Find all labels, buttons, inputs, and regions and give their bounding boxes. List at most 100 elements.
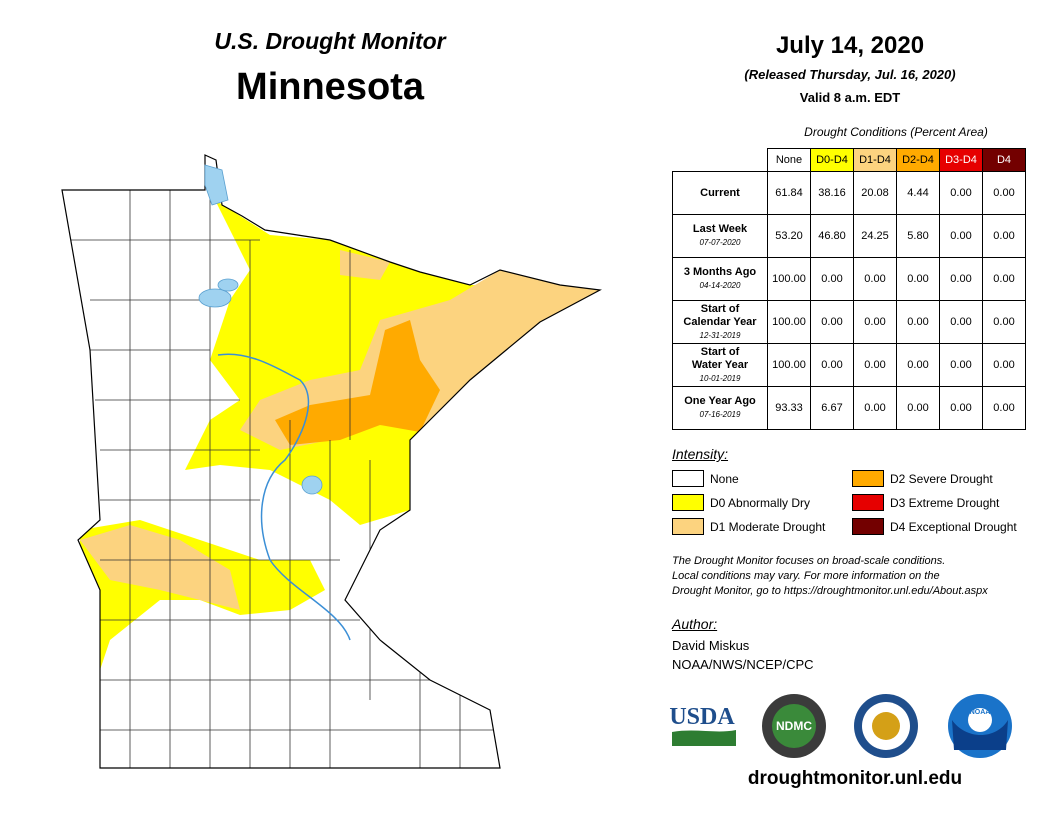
row-label: Start of Calendar Year 12-31-2019 — [672, 300, 768, 344]
released: (Released Thursday, Jul. 16, 2020) — [744, 67, 956, 82]
cell: 0.00 — [982, 386, 1026, 430]
doc-emblem — [872, 712, 900, 740]
legend-item: None — [672, 470, 739, 487]
stats-table: None D0-D4 D1-D4 D2-D4 D3-D4 D4 Current 61.84 38… — [672, 148, 1026, 430]
valid-time: Valid 8 a.m. EDT — [799, 90, 901, 105]
note: The Drought Monitor focuses on broad-sca… — [672, 554, 988, 599]
ndmc-inner — [772, 704, 816, 748]
legend-item: D0 Abnormally Dry — [672, 494, 810, 511]
state-name: Minnesota — [236, 66, 424, 108]
cell: 20.08 — [853, 171, 897, 215]
cell: 0.00 — [939, 214, 983, 258]
row-label: Last Week 07-07-2020 — [672, 214, 768, 258]
usda-swoosh — [672, 730, 736, 746]
row-label: One Year Ago 07-16-2019 — [672, 386, 768, 430]
table-row: Last Week 07-07-2020 53.20 46.80 24.25 5.80 0.… — [672, 214, 1026, 258]
row-label-line: One Year Ago — [684, 395, 756, 407]
state-outline — [61, 154, 602, 769]
corner — [673, 149, 768, 172]
cell: 100.00 — [767, 343, 811, 387]
row-label-line: Start of — [700, 345, 740, 358]
legend-label: D4 Exceptional Drought — [890, 519, 1017, 534]
legend-item: D3 Extreme Drought — [852, 494, 999, 511]
cell: 5.80 — [896, 214, 940, 258]
noaa-text: NOAA — [970, 709, 991, 716]
cell: 0.00 — [810, 343, 854, 387]
cell: 0.00 — [810, 257, 854, 301]
row-label: 3 Months Ago 04-14-2020 — [672, 257, 768, 301]
cell: 0.00 — [853, 257, 897, 301]
row-label-line: Current — [700, 186, 740, 199]
column-header: D0-D4 — [810, 148, 854, 172]
cell: 100.00 — [767, 257, 811, 301]
row-date: 07-16-2019 — [699, 410, 741, 419]
cell: 100.00 — [767, 300, 811, 344]
author-name: David Miskus — [672, 638, 750, 653]
noaa-wave — [952, 720, 1008, 750]
legend-swatch — [672, 518, 704, 535]
cell: 53.20 — [767, 214, 811, 258]
row-date: 12-31-2019 — [699, 330, 741, 340]
column-header: D1-D4 — [853, 148, 897, 172]
column-header: D3-D4 — [939, 148, 983, 172]
cell: 6.67 — [810, 386, 854, 430]
cell: 0.00 — [939, 386, 983, 430]
map — [61, 154, 602, 769]
column-header: D2-D4 — [896, 148, 940, 172]
cell: 0.00 — [982, 214, 1026, 258]
cell: 0.00 — [853, 343, 897, 387]
row-label: Current — [672, 171, 768, 215]
legend-swatch — [852, 470, 884, 487]
note-line: Drought Monitor, go to https://droughtmo… — [672, 585, 988, 597]
legend-label: D1 Moderate Drought — [710, 519, 826, 534]
cell: 0.00 — [810, 300, 854, 344]
cell: 0.00 — [896, 257, 940, 301]
cell: 0.00 — [896, 343, 940, 387]
d1-area — [80, 525, 240, 610]
lakes — [198, 164, 323, 495]
row-label-line: 3 Months Ago — [683, 266, 757, 278]
legend-label: D2 Severe Drought — [890, 471, 993, 486]
cell: 61.84 — [767, 171, 811, 215]
note-line: Local conditions may vary. For more info… — [672, 570, 940, 582]
table-row: Current 61.84 38.16 20.08 4.44 0.00 0.00 — [672, 171, 1026, 215]
cell: 0.00 — [982, 343, 1026, 387]
legend-item: D4 Exceptional Drought — [852, 518, 1017, 535]
cell: 0.00 — [982, 300, 1026, 344]
cell: 0.00 — [982, 171, 1026, 215]
cell: 24.25 — [853, 214, 897, 258]
table-caption: Drought Conditions (Percent Area) — [804, 125, 988, 139]
legend-item: D2 Severe Drought — [852, 470, 993, 487]
cell: 0.00 — [939, 171, 983, 215]
d1-area — [340, 250, 390, 280]
usda-logo: USDA — [669, 704, 735, 730]
row-date: 04-14-2020 — [699, 281, 741, 290]
row-label-line: Calendar Year — [683, 315, 757, 328]
legend-swatch — [852, 494, 884, 511]
cell: 46.80 — [810, 214, 854, 258]
logos: USDA NDMC NOAA — [669, 694, 1012, 758]
author-org: NOAA/NWS/NCEP/CPC — [672, 657, 814, 672]
cell: 0.00 — [896, 300, 940, 344]
cell: 0.00 — [939, 343, 983, 387]
cell: 0.00 — [982, 257, 1026, 301]
date: July 14, 2020 — [775, 32, 925, 59]
cell: 0.00 — [939, 300, 983, 344]
cell: 93.33 — [767, 386, 811, 430]
title: U.S. Drought Monitor — [214, 28, 446, 54]
row-label-line: Water Year — [691, 358, 749, 371]
ndmc-text: NDMC — [776, 719, 812, 733]
noaa-bird — [968, 708, 992, 732]
table-row: 3 Months Ago 04-14-2020 100.00 0.00 0.00 0.00… — [672, 257, 1026, 301]
legend-swatch — [672, 494, 704, 511]
cell: 0.00 — [939, 257, 983, 301]
legend-label: D0 Abnormally Dry — [710, 495, 811, 510]
cell: 0.00 — [853, 386, 897, 430]
legend-label: D3 Extreme Drought — [890, 495, 1000, 510]
table-row: One Year Ago 07-16-2019 93.33 6.67 0.00 0.00 0… — [672, 386, 1026, 430]
cell: 4.44 — [896, 171, 940, 215]
note-line: The Drought Monitor focuses on broad-sca… — [672, 555, 946, 567]
row-label: Start of Water Year 10-01-2019 — [672, 343, 768, 387]
d2-area — [275, 320, 440, 445]
